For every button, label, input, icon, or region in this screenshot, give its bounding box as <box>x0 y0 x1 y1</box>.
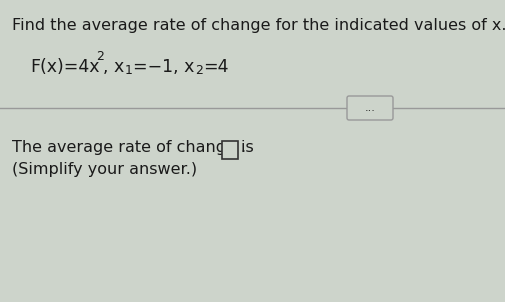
Text: 1: 1 <box>125 64 133 77</box>
Text: .: . <box>239 140 244 155</box>
FancyBboxPatch shape <box>346 96 392 120</box>
Text: , x: , x <box>103 58 124 76</box>
Text: Find the average rate of change for the indicated values of x.: Find the average rate of change for the … <box>12 18 505 33</box>
Text: F(x)=4x: F(x)=4x <box>30 58 99 76</box>
Text: 2: 2 <box>194 64 203 77</box>
Text: =4: =4 <box>203 58 228 76</box>
Text: (Simplify your answer.): (Simplify your answer.) <box>12 162 197 177</box>
FancyBboxPatch shape <box>222 141 237 159</box>
Text: =−1, x: =−1, x <box>133 58 194 76</box>
Text: ...: ... <box>364 103 375 113</box>
Text: The average rate of change is: The average rate of change is <box>12 140 259 155</box>
Text: 2: 2 <box>96 50 104 63</box>
